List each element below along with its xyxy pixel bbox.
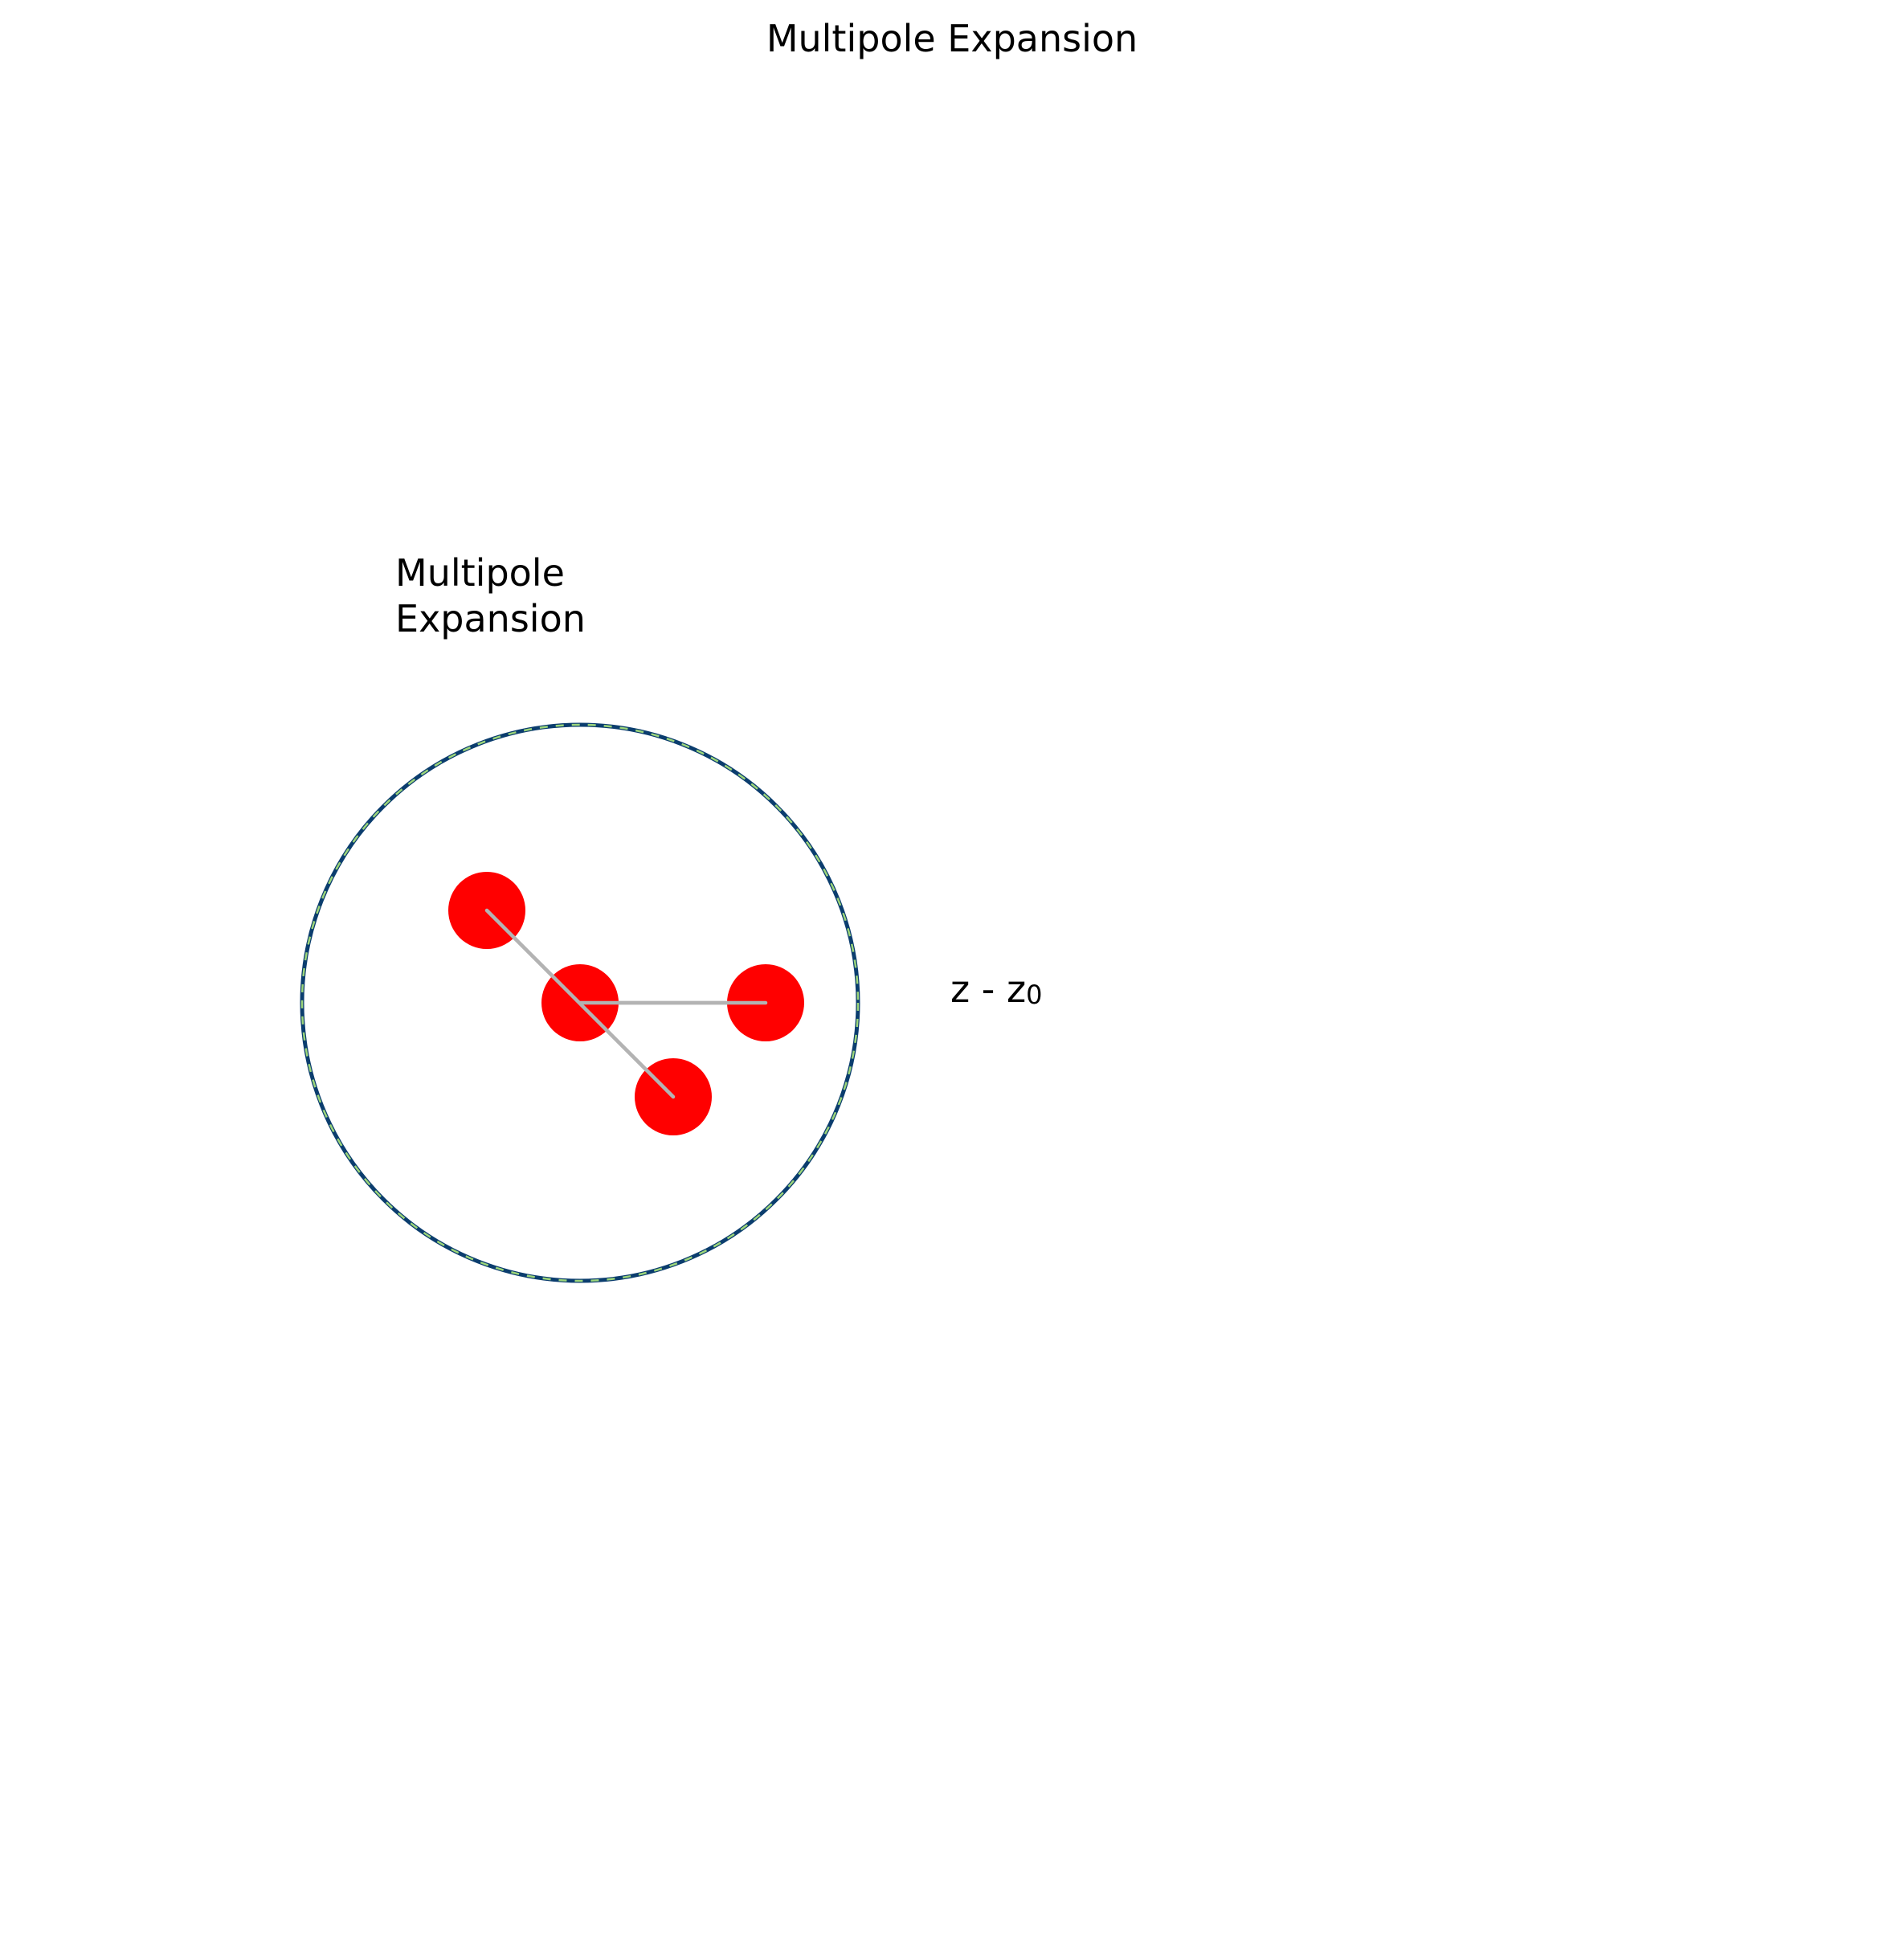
expansion-boundary <box>300 722 860 1283</box>
region-label-line1: Multipole <box>395 551 565 595</box>
expansion-boundary-dash <box>300 723 860 1282</box>
vector-label-subscript: 0 <box>1026 980 1042 1010</box>
figure-title: Multipole Expansion <box>766 17 1138 60</box>
charges-connector-overlay <box>484 908 768 1099</box>
vector-label-main: z - z <box>950 967 1026 1011</box>
vector-label: z - z0 <box>950 967 1043 1011</box>
region-label-line2: Expansion <box>395 597 586 640</box>
